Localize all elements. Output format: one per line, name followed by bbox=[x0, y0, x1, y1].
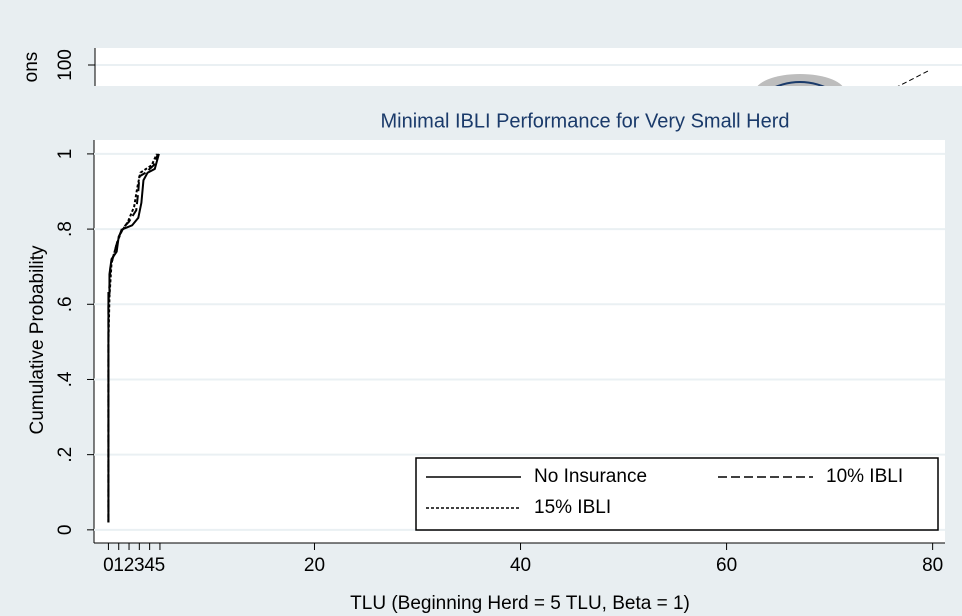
y-tick-label: .2 bbox=[55, 447, 76, 463]
y-tick-label: .8 bbox=[55, 221, 76, 237]
x-tick-label: 40 bbox=[510, 555, 531, 576]
x-tick-label: 20 bbox=[304, 555, 325, 576]
x-tick-label: 60 bbox=[716, 555, 737, 576]
legend-label: 10% IBLI bbox=[826, 466, 903, 487]
x-tick-label: 4 bbox=[144, 555, 155, 576]
background-line bbox=[894, 69, 931, 89]
y-tick-label: 0 bbox=[55, 525, 76, 536]
x-tick-label: 2 bbox=[124, 555, 135, 576]
legend-label: No Insurance bbox=[534, 466, 647, 487]
y-tick-label: .6 bbox=[55, 296, 76, 312]
legend-label: 15% IBLI bbox=[534, 497, 611, 518]
background-tick-label: 100 bbox=[55, 49, 76, 81]
chart-title: Minimal IBLI Performance for Very Small … bbox=[380, 110, 789, 132]
x-axis-label: TLU (Beginning Herd = 5 TLU, Beta = 1) bbox=[350, 593, 690, 614]
x-tick-label: 5 bbox=[155, 555, 166, 576]
y-axis-label: Cumulative Probability bbox=[27, 245, 48, 435]
legend-box bbox=[415, 457, 939, 531]
series-line bbox=[107, 153, 158, 523]
y-tick-label: 1 bbox=[55, 149, 76, 160]
y-tick-label: .4 bbox=[55, 371, 76, 387]
x-tick-label: 0 bbox=[103, 555, 114, 576]
x-tick-label: 3 bbox=[134, 555, 145, 576]
background-axis-label: ons bbox=[21, 52, 42, 83]
x-tick-label: 80 bbox=[922, 555, 943, 576]
x-tick-label: 1 bbox=[113, 555, 124, 576]
